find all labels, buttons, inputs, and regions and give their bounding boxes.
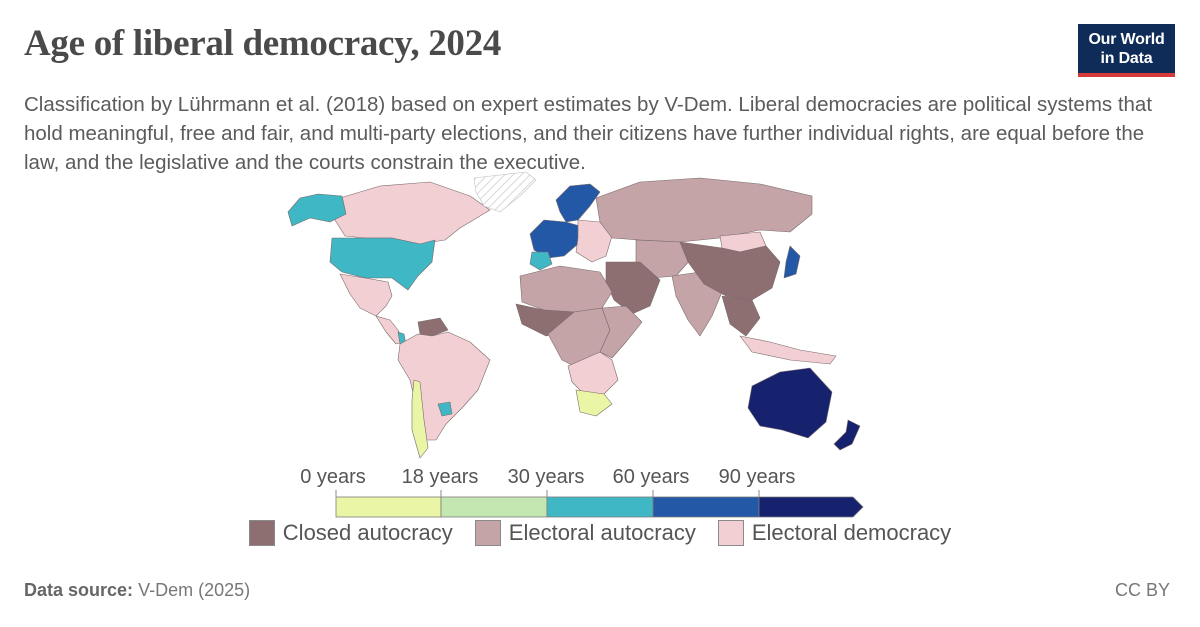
category-legend: Closed autocracy Electoral autocracy Ele… [0, 520, 1200, 546]
logo-line-2: in Data [1100, 50, 1153, 67]
data-source: Data source: V-Dem (2025) [24, 580, 250, 601]
region-south-africa [575, 389, 613, 417]
logo-line-1: Our World [1088, 31, 1165, 48]
scale-bin-0 [335, 496, 442, 518]
legend-item-closed-autocracy[interactable]: Closed autocracy [248, 520, 453, 546]
scale-bin-3 [652, 496, 760, 518]
region-greenland [473, 171, 537, 213]
scale-label-3: 60 years [612, 466, 690, 488]
legend-label-electoral-democracy: Electoral democracy [751, 520, 952, 545]
data-source-label: Data source: [24, 580, 134, 600]
region-east-africa [599, 305, 643, 359]
legend-item-electoral-democracy[interactable]: Electoral democracy [717, 520, 952, 546]
legend-item-electoral-autocracy[interactable]: Electoral autocracy [474, 520, 696, 546]
scale-bin-1 [440, 496, 548, 518]
scale-label-0: 0 years [300, 466, 366, 488]
scale-label-2: 30 years [507, 466, 585, 488]
region-new-zealand [833, 419, 861, 451]
swatch-electoral-democracy [717, 520, 744, 546]
owid-logo[interactable]: Our World in Data [1078, 24, 1175, 77]
region-australia [747, 367, 833, 439]
scale-label-4: 90 years [718, 466, 796, 488]
swatch-closed-autocracy [248, 520, 275, 546]
region-scandinavia [555, 183, 601, 223]
swatch-electoral-autocracy [474, 520, 501, 546]
region-chile [411, 379, 429, 459]
license-link[interactable]: CC BY [1114, 580, 1170, 600]
region-russia [595, 177, 813, 243]
region-mexico [339, 273, 393, 317]
chart-subtitle: Classification by Lührmann et al. (2018)… [24, 93, 1153, 174]
color-scale-legend [335, 490, 864, 518]
scale-bin-4 [758, 496, 864, 518]
region-japan [783, 245, 801, 279]
region-southeast-asia [721, 295, 761, 337]
scale-label-1: 18 years [401, 466, 479, 488]
region-alaska [287, 193, 347, 227]
region-uruguay [437, 401, 453, 417]
region-venezuela [417, 317, 449, 337]
chart-title: Age of liberal democracy, 2024 [24, 23, 502, 64]
region-china [679, 241, 781, 301]
scale-bin-2 [546, 496, 654, 518]
region-southern-africa [567, 351, 619, 395]
region-canada [334, 181, 491, 245]
region-usa [329, 237, 436, 291]
region-indonesia [739, 335, 837, 365]
legend-label-electoral-autocracy: Electoral autocracy [508, 520, 696, 545]
region-iberia [529, 251, 553, 271]
legend-label-closed-autocracy: Closed autocracy [282, 520, 453, 545]
region-north-africa [519, 265, 613, 313]
data-source-value[interactable]: V-Dem (2025) [138, 580, 251, 600]
